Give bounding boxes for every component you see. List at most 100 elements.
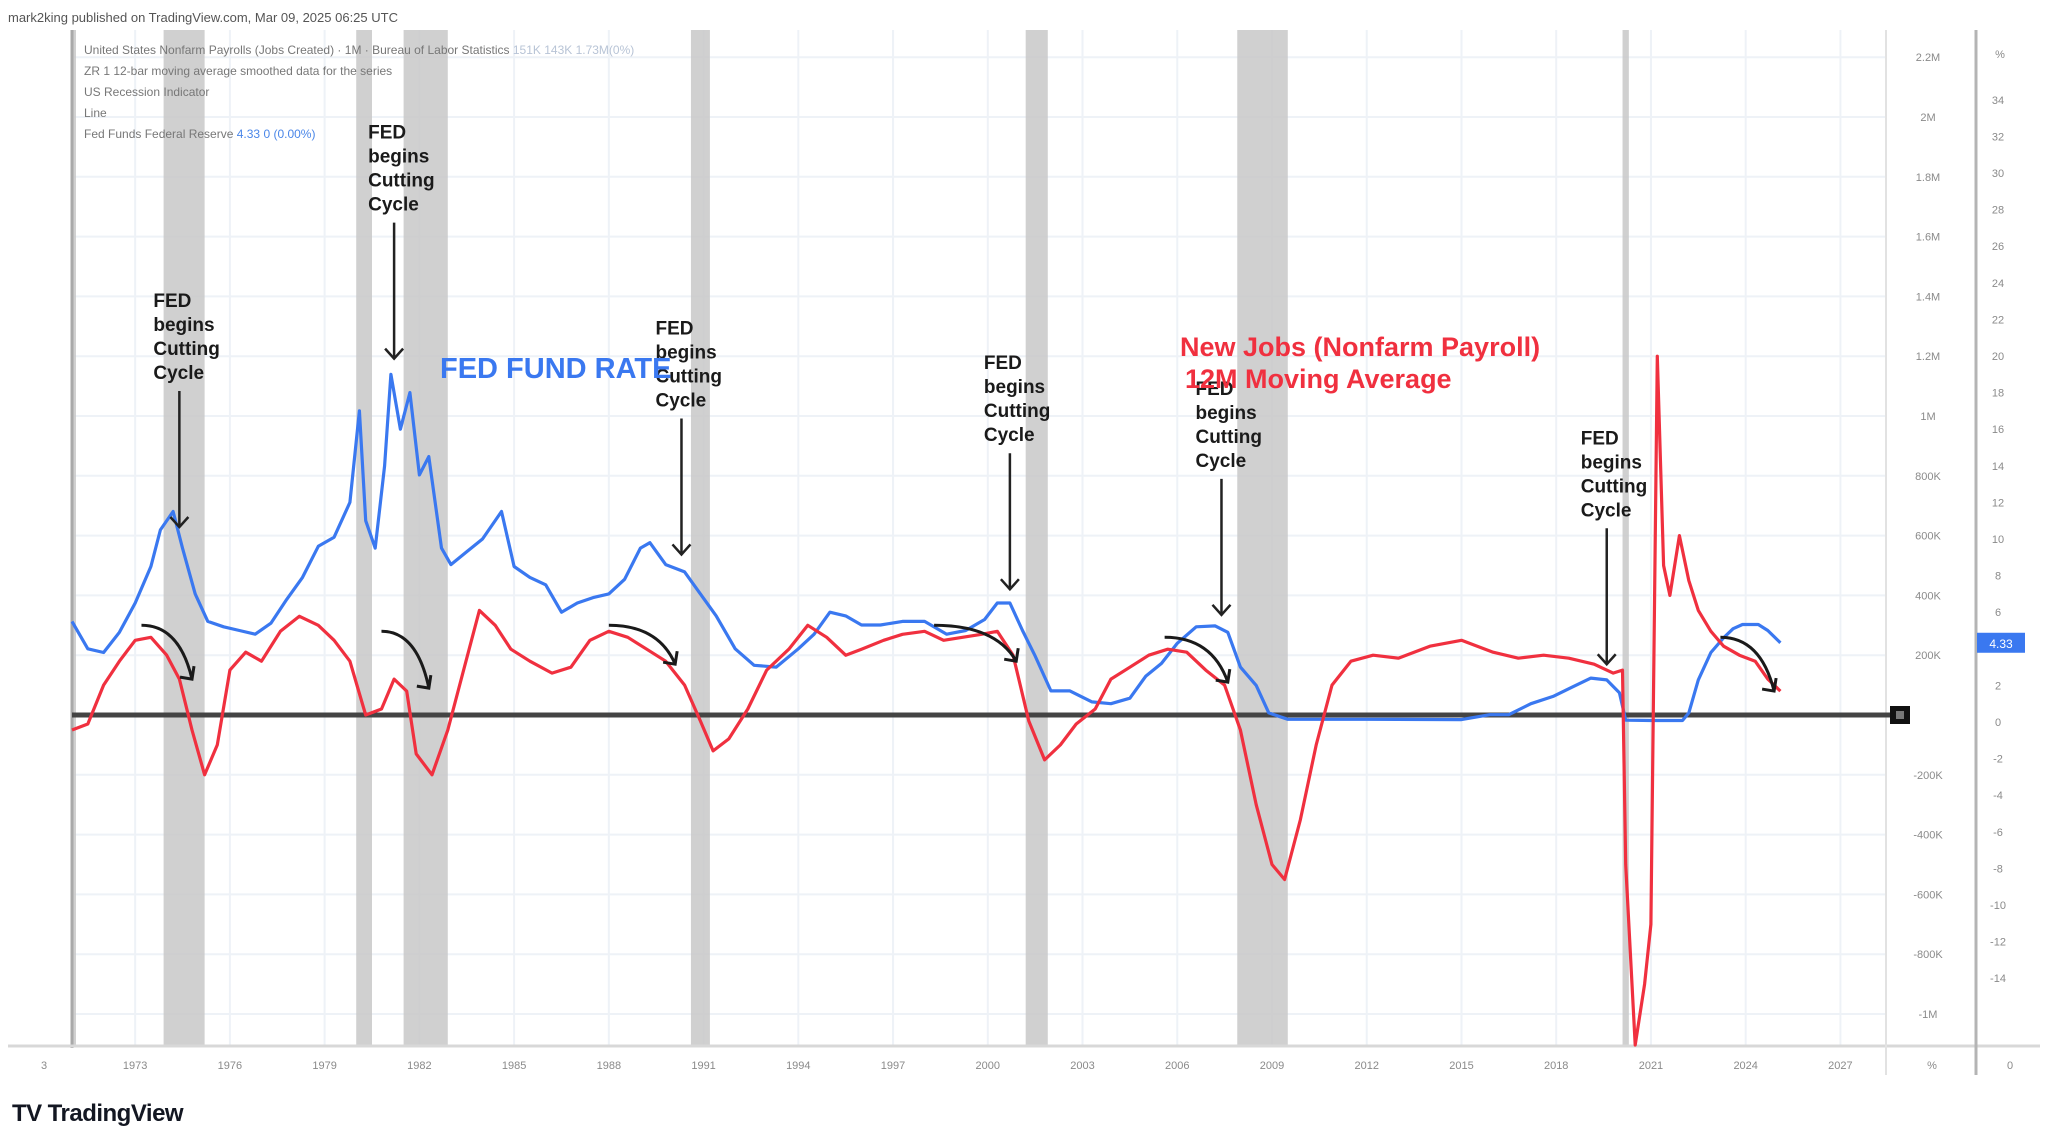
x-tick-label: 2021 <box>1639 1060 1663 1072</box>
fed-rate-label: FED FUND RATE <box>440 353 671 385</box>
legend-label: US Recession Indicator <box>84 85 210 99</box>
current-rate-value: 4.33 <box>1989 637 2013 651</box>
jobs-label-line2: 12M Moving Average <box>1185 364 1452 394</box>
annotation-text: FED <box>1195 379 1233 400</box>
right-scale-bottom-label: 0 <box>2007 1060 2013 1072</box>
left-scale-bottom-label: % <box>1927 1060 1937 1072</box>
fed-cut-annotation: FED begins Cutting Cycle <box>153 291 220 529</box>
annotation-text: Cycle <box>153 363 204 384</box>
curved-arrow-head-icon <box>179 665 196 681</box>
annotation-text: FED <box>1581 428 1619 449</box>
tradingview-logo[interactable]: TV TradingView <box>12 1100 184 1128</box>
x-tick-label: 2000 <box>976 1060 1000 1072</box>
curved-arrow-head-icon <box>1761 677 1778 693</box>
left-scale-tick-label: 1.4M <box>1916 291 1940 303</box>
annotation-text: Cycle <box>1581 500 1632 521</box>
series-labels: FED FUND RATE New Jobs (Nonfarm Payroll)… <box>440 332 1540 394</box>
jobs-line <box>71 354 1782 1047</box>
axes: 3 % 0 % 1973 1976 1979 1982 1985 1988 1991 1994… <box>41 49 2025 1072</box>
right-scale-tick-label: 28 <box>1992 205 2004 217</box>
curved-arrow-head-icon <box>662 650 679 666</box>
left-scale-tick-label: 600K <box>1915 531 1941 543</box>
curved-arrow <box>381 629 431 689</box>
legend-value: 4.33 0 (0.00%) <box>236 127 316 141</box>
tradingview-logo-text: TradingView <box>47 1100 184 1127</box>
left-scale-tick-label: 2M <box>1920 112 1935 124</box>
recession-band <box>163 30 205 1045</box>
arrow-down-icon <box>671 543 692 557</box>
right-scale-tick-label: -6 <box>1993 827 2003 839</box>
annotation-text: Cycle <box>368 195 419 216</box>
left-scale-tick-label: 800K <box>1915 471 1941 483</box>
legend-row-moving-average[interactable]: ZR 1 12-bar moving average smoothed data… <box>84 61 634 82</box>
x-tick-label: 2003 <box>1070 1060 1094 1072</box>
x-tick-label: 1988 <box>597 1060 621 1072</box>
fed-cut-annotation: FED begins Cutting Cycle <box>655 318 722 557</box>
x-tick-label: 1982 <box>407 1060 431 1072</box>
left-scale-tick-label: 1.6M <box>1916 232 1940 244</box>
x-tick-label: 1979 <box>312 1060 336 1072</box>
arrow-down-icon <box>1596 653 1617 667</box>
left-scale-tick-label: 2.2M <box>1916 52 1940 64</box>
legend-row-payrolls[interactable]: United States Nonfarm Payrolls (Jobs Cre… <box>84 40 634 61</box>
right-scale-tick-label: 34 <box>1992 95 2004 107</box>
annotation-text: begins <box>1581 452 1642 473</box>
legend-value: 151K 143K 1.73M(0%) <box>512 43 635 57</box>
x-tick-label: 2006 <box>1165 1060 1189 1072</box>
recession-band <box>356 30 372 1045</box>
legend-row-line[interactable]: Line <box>84 103 634 124</box>
annotation-text: Cycle <box>1195 451 1246 472</box>
x-tick-label: 2015 <box>1449 1060 1473 1072</box>
annotation-text: Cycle <box>984 425 1035 446</box>
legend-row-fed-funds[interactable]: Fed Funds Federal Reserve 4.33 0 (0.00%) <box>84 124 634 145</box>
curved-arrow-head-icon <box>1003 647 1020 663</box>
annotation-text: Cutting <box>368 171 434 192</box>
left-scale-tick-label: 1M <box>1920 411 1935 423</box>
right-scale-unit-label: % <box>1995 49 2005 61</box>
recession-bands <box>72 30 1629 1045</box>
right-scale-tick-label: 30 <box>1992 168 2004 180</box>
fed-cut-annotation: FED begins Cutting Cycle <box>1195 379 1262 617</box>
right-scale-tick-label: -2 <box>1993 754 2003 766</box>
annotation-text: FED <box>153 291 191 312</box>
legend-row-recession[interactable]: US Recession Indicator <box>84 82 634 103</box>
annotation-text: Cutting <box>1195 427 1261 448</box>
right-scale-tick-label: -14 <box>1990 973 2006 985</box>
right-scale-tick-label: 2 <box>1995 680 2001 692</box>
fed-cut-annotation: FED begins Cutting Cycle <box>984 353 1050 592</box>
x-tick-label: 2018 <box>1544 1060 1568 1072</box>
legend-label: Line <box>84 106 107 120</box>
arrow-down-icon <box>999 578 1020 592</box>
legend-label: ZR 1 12-bar moving average smoothed data… <box>84 64 393 78</box>
annotation-text: Cutting <box>153 339 219 360</box>
legend: United States Nonfarm Payrolls (Jobs Cre… <box>84 40 634 145</box>
right-scale-tick-label: 32 <box>1992 131 2004 143</box>
left-scale-tick-label: 200K <box>1915 650 1941 662</box>
right-scale-tick-label: 16 <box>1992 424 2004 436</box>
arrow-down-icon <box>384 347 405 361</box>
right-scale-tick-label: 20 <box>1992 351 2004 363</box>
right-scale-tick-label: 18 <box>1992 388 2004 400</box>
recession-band <box>1025 30 1048 1045</box>
right-scale-tick-label: 10 <box>1992 534 2004 546</box>
annotation-text: begins <box>153 315 214 336</box>
plot-frame <box>8 30 2040 1075</box>
fed-cut-annotation: FED begins Cutting Cycle <box>368 123 435 361</box>
x-tick-label: 1985 <box>502 1060 526 1072</box>
annotation-text: begins <box>1195 403 1256 424</box>
left-scale-tick-label: 1.2M <box>1916 351 1940 363</box>
grid <box>72 30 1886 1045</box>
right-scale-tick-label: -8 <box>1993 863 2003 875</box>
left-scale-tick-label: 1.8M <box>1916 172 1940 184</box>
current-rate-badge <box>1977 632 2025 653</box>
right-scale-tick-label: 22 <box>1992 314 2004 326</box>
legend-label: United States Nonfarm Payrolls (Jobs Cre… <box>84 43 510 57</box>
x-tick-label: 1973 <box>123 1060 147 1072</box>
annotation-text: Cutting <box>655 366 721 387</box>
right-scale-tick-label: -10 <box>1990 900 2006 912</box>
left-scale-tick-label: -1M <box>1919 1009 1938 1021</box>
annotation-text: Cycle <box>655 390 706 411</box>
curved-arrow <box>141 623 194 680</box>
x-tick-label: 2009 <box>1260 1060 1284 1072</box>
